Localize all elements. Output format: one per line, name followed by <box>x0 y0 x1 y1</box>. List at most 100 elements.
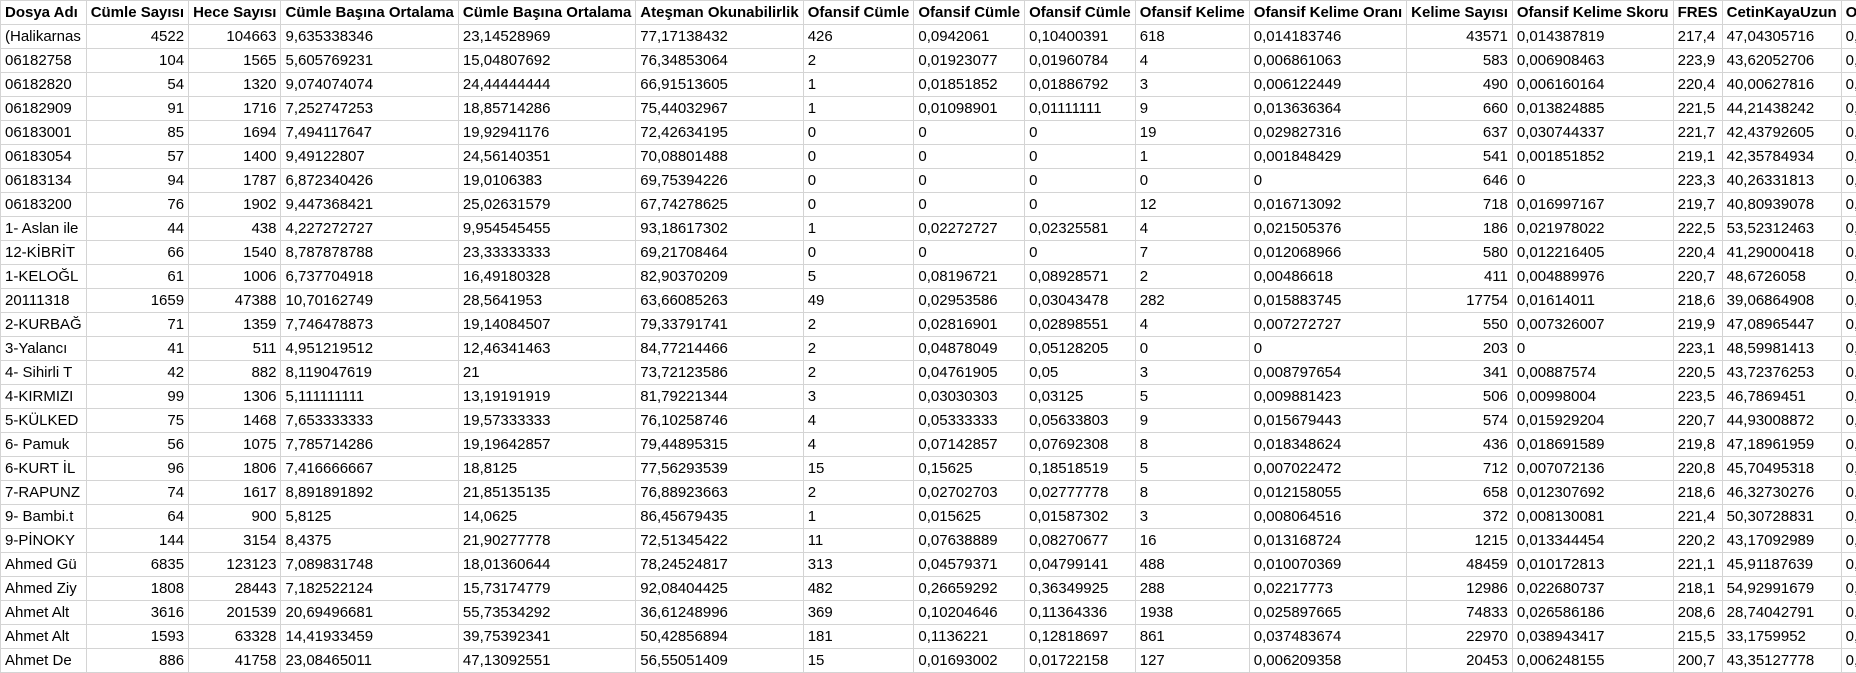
cell-atesman[interactable]: 69,21708464 <box>636 241 803 265</box>
cell-hece_sayisi[interactable]: 882 <box>189 361 281 385</box>
cell-ofansif_kelime_oran1[interactable]: 0,006861063 <box>1249 49 1406 73</box>
cell-hece_sayisi[interactable]: 1716 <box>189 97 281 121</box>
cell-kelime_sayisi[interactable]: 341 <box>1407 361 1513 385</box>
cell-ortalama_cumle[interactable]: 0,053526856 <box>1841 409 1856 433</box>
cell-cumle_sayisi[interactable]: 886 <box>86 649 188 673</box>
cell-ortalama_cumle[interactable]: 0,030559974 <box>1841 385 1856 409</box>
cell-fres[interactable]: 223,5 <box>1673 385 1722 409</box>
cell-fres[interactable]: 217,4 <box>1673 25 1722 49</box>
cell-kelime_sayisi[interactable]: 186 <box>1407 217 1513 241</box>
cell-cetinkaya[interactable]: 28,74042791 <box>1722 601 1841 625</box>
cell-atesman[interactable]: 79,44895315 <box>636 433 803 457</box>
cell-fres[interactable]: 223,9 <box>1673 49 1722 73</box>
cell-cetinkaya[interactable]: 42,35784934 <box>1722 145 1841 169</box>
cell-ofansif_kelime_oran1[interactable]: 0,010070369 <box>1249 553 1406 577</box>
cell-hece_sayisi[interactable]: 1787 <box>189 169 281 193</box>
cell-cetinkaya[interactable]: 50,30728831 <box>1722 505 1841 529</box>
column-header-ofansif_kelime_oran2[interactable]: Ofansif Kelime Skoru <box>1512 1 1673 25</box>
cell-atesman[interactable]: 82,90370209 <box>636 265 803 289</box>
cell-atesman[interactable]: 72,51345422 <box>636 529 803 553</box>
cell-ofansif_cumle[interactable]: 4 <box>803 409 914 433</box>
cell-kelime_sayisi[interactable]: 580 <box>1407 241 1513 265</box>
cell-hece_sayisi[interactable]: 47388 <box>189 289 281 313</box>
cell-ofansif_cumle[interactable]: 0 <box>803 169 914 193</box>
cell-ofansif_kelime[interactable]: 16 <box>1135 529 1249 553</box>
cell-dosya[interactable]: 20111318 <box>1 289 87 313</box>
cell-ofansif_kelime_oran2[interactable]: 0,010172813 <box>1512 553 1673 577</box>
cell-ortalama_cumle[interactable]: 0,03384655 <box>1841 217 1856 241</box>
cell-kelime_sayisi[interactable]: 646 <box>1407 169 1513 193</box>
cell-cumle_sayisi[interactable]: 144 <box>86 529 188 553</box>
cell-dosya[interactable]: 06182820 <box>1 73 87 97</box>
cell-fres[interactable]: 220,4 <box>1673 73 1722 97</box>
cell-ofansif_cumle_oran1[interactable]: 0,01098901 <box>914 97 1025 121</box>
cell-ofansif_kelime_oran2[interactable]: 0,00887574 <box>1512 361 1673 385</box>
cell-ofansif_kelime_oran2[interactable]: 0,01614011 <box>1512 289 1673 313</box>
cell-ofansif_cumle[interactable]: 1 <box>803 217 914 241</box>
cell-hece_sayisi[interactable]: 1320 <box>189 73 281 97</box>
cell-atesman[interactable]: 78,24524817 <box>636 553 803 577</box>
cell-atesman[interactable]: 76,88923663 <box>636 481 803 505</box>
cell-ortalama_cumle[interactable]: 0,104587045 <box>1841 601 1856 625</box>
cell-ofansif_cumle[interactable]: 15 <box>803 457 914 481</box>
cell-kelime_sayisi[interactable]: 1215 <box>1407 529 1513 553</box>
cell-ofansif_cumle_oran1[interactable]: 0,015625 <box>914 505 1025 529</box>
column-header-fres[interactable]: FRES <box>1673 1 1722 25</box>
cell-ofansif_kelime[interactable]: 282 <box>1135 289 1249 313</box>
cell-hece_sayisi[interactable]: 1006 <box>189 265 281 289</box>
cell-cumle_basina_ort_kelime[interactable]: 19,14084507 <box>458 313 635 337</box>
cell-ofansif_cumle_oran1[interactable]: 0 <box>914 121 1025 145</box>
cell-ofansif_kelime[interactable]: 9 <box>1135 409 1249 433</box>
cell-ofansif_kelime_oran1[interactable]: 0,012158055 <box>1249 481 1406 505</box>
cell-cetinkaya[interactable]: 39,06864908 <box>1722 289 1841 313</box>
cell-fres[interactable]: 215,5 <box>1673 625 1722 649</box>
cell-atesman[interactable]: 50,42856894 <box>636 625 803 649</box>
cell-cumle_basina_ort_hece[interactable]: 8,119047619 <box>281 361 458 385</box>
cell-cumle_basina_ort_kelime[interactable]: 55,73534292 <box>458 601 635 625</box>
cell-ofansif_kelime_oran1[interactable]: 0,007272727 <box>1249 313 1406 337</box>
cell-cetinkaya[interactable]: 46,32730276 <box>1722 481 1841 505</box>
cell-dosya[interactable]: 06182758 <box>1 49 87 73</box>
cell-cetinkaya[interactable]: 47,18961959 <box>1722 433 1841 457</box>
cell-ortalama_cumle[interactable]: 0,002770335 <box>1841 193 1856 217</box>
cell-ofansif_cumle_oran2[interactable]: 0 <box>1025 121 1136 145</box>
cell-cumle_basina_ort_kelime[interactable]: 16,49180328 <box>458 265 635 289</box>
cell-ofansif_cumle_oran2[interactable]: 0,18518519 <box>1025 457 1136 481</box>
cell-ofansif_cumle_oran1[interactable]: 0,08196721 <box>914 265 1025 289</box>
cell-dosya[interactable]: Ahmet Alt <box>1 601 87 625</box>
cell-cumle_basina_ort_kelime[interactable]: 24,44444444 <box>458 73 635 97</box>
cell-hece_sayisi[interactable]: 1694 <box>189 121 281 145</box>
cell-ofansif_kelime_oran1[interactable]: 0,006122449 <box>1249 73 1406 97</box>
cell-ofansif_kelime[interactable]: 4 <box>1135 217 1249 241</box>
cell-cumle_basina_ort_hece[interactable]: 7,416666667 <box>281 457 458 481</box>
cell-dosya[interactable]: 4- Sihirli T <box>1 361 87 385</box>
cell-cetinkaya[interactable]: 46,7869451 <box>1722 385 1841 409</box>
cell-ofansif_cumle_oran1[interactable]: 0 <box>914 193 1025 217</box>
cell-ortalama_cumle[interactable]: 0,031034221 <box>1841 313 1856 337</box>
cell-fres[interactable]: 221,1 <box>1673 553 1722 577</box>
cell-ofansif_kelime_oran2[interactable]: 0 <box>1512 169 1673 193</box>
cell-cumle_sayisi[interactable]: 71 <box>86 313 188 337</box>
cell-ofansif_cumle_oran1[interactable]: 0,02953586 <box>914 289 1025 313</box>
cell-ofansif_cumle_oran1[interactable]: 0,02702703 <box>914 481 1025 505</box>
cell-ofansif_kelime_oran2[interactable]: 0,006908463 <box>1512 49 1673 73</box>
cell-dosya[interactable]: 9- Bambi.t <box>1 505 87 529</box>
cell-ortalama_cumle[interactable]: 0,098265921 <box>1841 25 1856 49</box>
cell-hece_sayisi[interactable]: 28443 <box>189 577 281 601</box>
cell-cumle_basina_ort_kelime[interactable]: 21,90277778 <box>458 529 635 553</box>
cell-kelime_sayisi[interactable]: 22970 <box>1407 625 1513 649</box>
cell-ofansif_cumle_oran2[interactable]: 0,02777778 <box>1025 481 1136 505</box>
cell-kelime_sayisi[interactable]: 637 <box>1407 121 1513 145</box>
cell-dosya[interactable]: 2-KURBAĞ <box>1 313 87 337</box>
cell-cumle_sayisi[interactable]: 44 <box>86 217 188 241</box>
cell-ofansif_cumle_oran2[interactable]: 0,36349925 <box>1025 577 1136 601</box>
cell-ofansif_kelime_oran2[interactable]: 0,012307692 <box>1512 481 1673 505</box>
cell-atesman[interactable]: 69,75394226 <box>636 169 803 193</box>
cell-ortalama_cumle[interactable]: 0,00390474 <box>1841 121 1856 145</box>
cell-cetinkaya[interactable]: 53,52312463 <box>1722 217 1841 241</box>
cell-dosya[interactable]: 1-KELOĞL <box>1 265 87 289</box>
column-header-cumle_basina_ort_hece[interactable]: Cümle Başına Ortalama <box>281 1 458 25</box>
cell-ofansif_kelime_oran2[interactable]: 0,015929204 <box>1512 409 1673 433</box>
cell-fres[interactable]: 218,1 <box>1673 577 1722 601</box>
cell-cumle_sayisi[interactable]: 75 <box>86 409 188 433</box>
